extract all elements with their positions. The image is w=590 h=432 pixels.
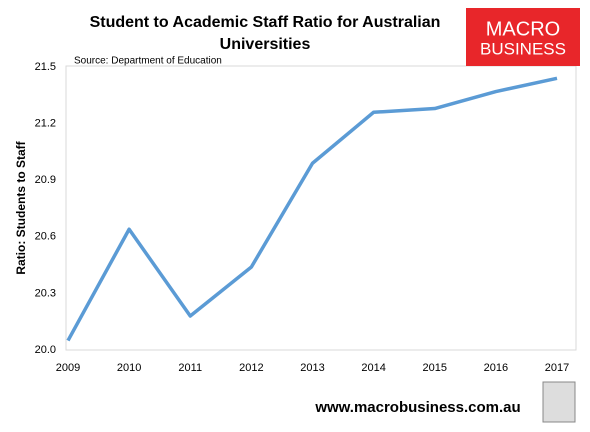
x-tick-label: 2009 xyxy=(56,362,80,374)
wolf-icon xyxy=(542,381,576,423)
y-axis-label: Ratio: Students to Staff xyxy=(14,140,28,274)
x-tick-label: 2011 xyxy=(178,362,202,374)
x-tick-label: 2010 xyxy=(117,362,141,374)
y-tick-label: 21.5 xyxy=(35,61,56,73)
x-tick-label: 2012 xyxy=(239,362,263,374)
logo-text: MACRO xyxy=(486,18,560,40)
y-tick-label: 20.6 xyxy=(35,231,56,243)
y-tick-label: 21.2 xyxy=(35,118,56,130)
y-tick-label: 20.0 xyxy=(35,344,56,356)
chart-title: Student to Academic Staff Ratio for Aust… xyxy=(89,14,441,53)
data-line xyxy=(66,76,558,342)
footer-url: www.macrobusiness.com.au xyxy=(314,399,520,416)
x-tick-label: 2016 xyxy=(484,362,508,374)
plot-frame xyxy=(65,65,577,351)
x-tick-label: 2013 xyxy=(300,362,324,374)
logo-box xyxy=(466,8,580,66)
subtitle: Source: Department of Education xyxy=(74,56,222,67)
y-tick-label: 20.3 xyxy=(35,287,56,299)
logo-text: BUSINESS xyxy=(480,39,566,58)
x-tick-label: 2017 xyxy=(545,362,569,374)
x-tick-label: 2014 xyxy=(361,362,385,374)
y-tick-label: 20.9 xyxy=(35,174,56,186)
x-tick-label: 2015 xyxy=(423,362,447,374)
